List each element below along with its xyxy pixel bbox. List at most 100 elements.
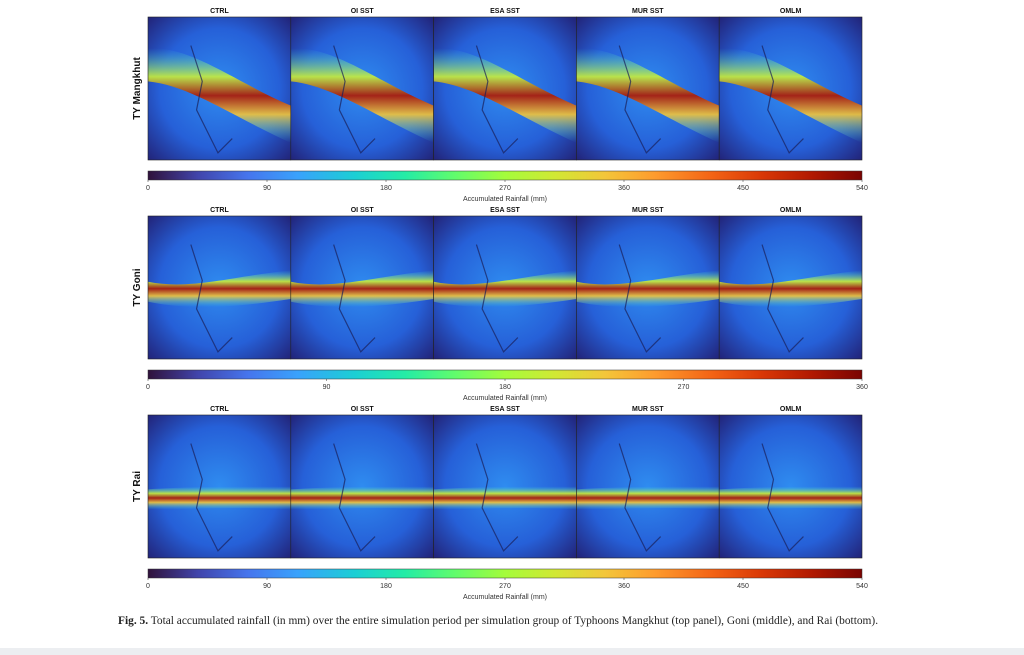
row-label: TY Mangkhut <box>132 57 143 120</box>
colorbar-tick-label: 0 <box>146 583 150 590</box>
colorbar-tick-label: 0 <box>146 384 150 391</box>
land-outline <box>333 45 376 154</box>
map-panel <box>718 414 863 559</box>
map-panel <box>718 215 863 360</box>
colorbar-tick-label: 180 <box>499 384 511 391</box>
caption-text: Total accumulated rainfall (in mm) over … <box>150 615 879 627</box>
caption: Fig. 5. Total accumulated rainfall (in m… <box>118 613 884 629</box>
land-outline <box>618 45 662 154</box>
map-panel <box>147 414 292 559</box>
rain-band <box>719 486 862 510</box>
rain-band <box>290 48 434 143</box>
row-label: TY Goni <box>132 268 143 306</box>
rain-band <box>290 486 434 510</box>
column-title: OMLM <box>780 8 802 15</box>
land-outline <box>618 443 662 552</box>
map-border <box>718 16 863 161</box>
rain-band <box>433 270 577 307</box>
column-title: CTRL <box>210 8 229 15</box>
rain-band <box>290 270 434 307</box>
rain-band <box>719 48 862 143</box>
row-label: TY Rai <box>132 471 143 502</box>
colorbar-tick-label: 540 <box>856 185 868 192</box>
land-outline <box>190 244 233 353</box>
colorbar-tick-label: 450 <box>737 185 749 192</box>
land-outline <box>475 244 519 353</box>
land-outline <box>475 443 519 552</box>
rain-band <box>433 486 577 510</box>
column-title: ESA SST <box>490 406 520 413</box>
colorbar-tick-label: 180 <box>380 583 392 590</box>
map-panel <box>290 414 434 559</box>
colorbar-tick-label: 360 <box>618 583 630 590</box>
colorbar-tick-label: 360 <box>618 185 630 192</box>
land-outline <box>761 45 804 154</box>
caption-label: Fig. 5. <box>118 615 149 627</box>
rain-band <box>148 48 291 143</box>
column-title: ESA SST <box>490 207 520 214</box>
map-background <box>433 415 577 558</box>
rain-band <box>576 270 720 307</box>
colorbar-tick-label: 270 <box>499 185 511 192</box>
colorbar-tick-label: 90 <box>263 583 271 590</box>
colorbar-tick-label: 270 <box>678 384 690 391</box>
column-title: OMLM <box>780 207 802 214</box>
map-panel <box>718 16 863 161</box>
colorbar <box>147 170 863 181</box>
land-outline <box>190 443 233 552</box>
colorbar-tick-label: 540 <box>856 583 868 590</box>
map-border <box>718 414 863 559</box>
colorbar <box>147 568 863 579</box>
colorbar-tick-label: 360 <box>856 384 868 391</box>
map-panel <box>576 414 720 559</box>
rain-band <box>148 270 291 307</box>
colorbar-tick-label: 90 <box>263 185 271 192</box>
colorbar-label: Accumulated Rainfall (mm) <box>463 395 547 402</box>
land-outline <box>618 244 662 353</box>
colorbar-tick-label: 90 <box>323 384 331 391</box>
rain-band <box>433 48 577 143</box>
column-title: CTRL <box>210 207 229 214</box>
column-title: MUR SST <box>632 207 664 214</box>
map-background <box>290 415 434 558</box>
colorbar-label: Accumulated Rainfall (mm) <box>463 196 547 203</box>
map-panel <box>147 16 292 161</box>
land-outline <box>333 443 376 552</box>
column-title: OMLM <box>780 406 802 413</box>
map-background <box>576 415 720 558</box>
land-outline <box>333 244 376 353</box>
column-title: ESA SST <box>490 8 520 15</box>
map-border <box>718 215 863 360</box>
rain-band <box>576 486 720 510</box>
map-panel <box>576 215 720 360</box>
colorbar-tick-label: 270 <box>499 583 511 590</box>
column-title: OI SST <box>351 406 375 413</box>
column-title: OI SST <box>351 8 375 15</box>
column-title: MUR SST <box>632 8 664 15</box>
colorbar-tick-label: 180 <box>380 185 392 192</box>
column-title: CTRL <box>210 406 229 413</box>
colorbar-tick-label: 450 <box>737 583 749 590</box>
land-outline <box>475 45 519 154</box>
map-panel <box>290 215 434 360</box>
colorbar <box>147 369 863 380</box>
land-outline <box>761 244 804 353</box>
land-outline <box>761 443 804 552</box>
land-outline <box>190 45 233 154</box>
column-title: MUR SST <box>632 406 664 413</box>
map-panel <box>433 16 577 161</box>
map-background <box>148 415 291 558</box>
rain-band <box>719 270 862 307</box>
column-title: OI SST <box>351 207 375 214</box>
colorbar-tick-label: 0 <box>146 185 150 192</box>
map-panel <box>433 414 577 559</box>
map-panel <box>576 16 720 161</box>
map-panel <box>433 215 577 360</box>
footer-bar <box>0 648 1024 655</box>
rain-band <box>148 486 291 510</box>
map-panel <box>290 16 434 161</box>
colorbar-label: Accumulated Rainfall (mm) <box>463 594 547 601</box>
map-panel <box>147 215 292 360</box>
